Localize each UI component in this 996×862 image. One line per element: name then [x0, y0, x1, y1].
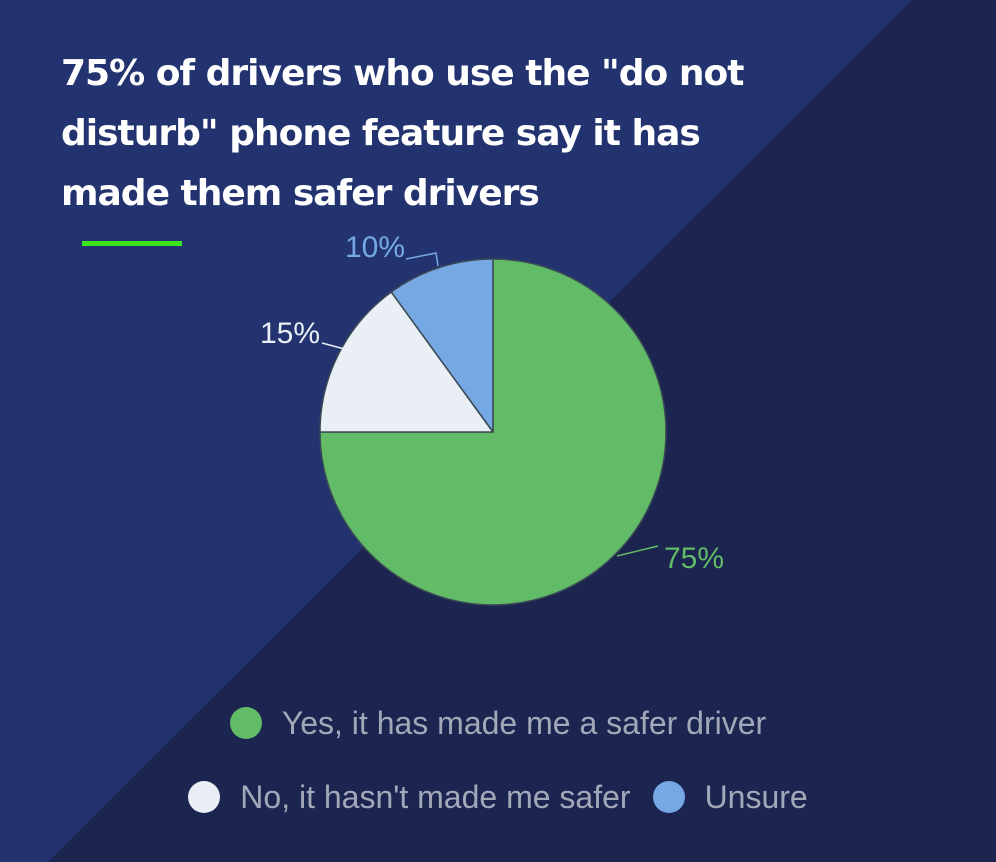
- pie-data-label-no: 15%: [260, 317, 320, 350]
- legend-item-unsure[interactable]: Unsure: [652, 778, 808, 816]
- chart-title: 75% of drivers who use the "do not distu…: [61, 53, 744, 214]
- legend-label-yes: Yes, it has made me a safer driver: [281, 704, 767, 741]
- legend-swatch-unsure: [652, 781, 685, 813]
- pie-data-label-unsure: 10%: [345, 231, 405, 264]
- legend-item-yes[interactable]: Yes, it has made me a safer driver: [229, 704, 767, 742]
- pie-slices: [319, 258, 667, 606]
- legend-swatch-yes: [229, 707, 262, 739]
- legend-item-no[interactable]: No, it hasn't made me safer: [188, 778, 631, 816]
- legend-label-no: No, it hasn't made me safer: [240, 778, 631, 815]
- legend-row-2: No, it hasn't made me safer Unsure: [0, 774, 996, 820]
- legend-label-unsure: Unsure: [704, 778, 808, 815]
- pie-labels: 75% 15% 10%: [260, 231, 724, 575]
- pie-leader-line-unsure: [405, 252, 439, 267]
- legend-row-1: Yes, it has made me a safer driver: [0, 700, 996, 746]
- legend-swatch-no: [188, 781, 221, 813]
- pie-data-label-yes: 75%: [664, 542, 724, 575]
- pie-slice-no[interactable]: [319, 291, 494, 433]
- title-accent-rule: [82, 241, 182, 246]
- pie-leader-line-no: [321, 342, 353, 352]
- pie-leader-line-yes: [616, 545, 659, 557]
- pie-slice-unsure[interactable]: [390, 258, 494, 433]
